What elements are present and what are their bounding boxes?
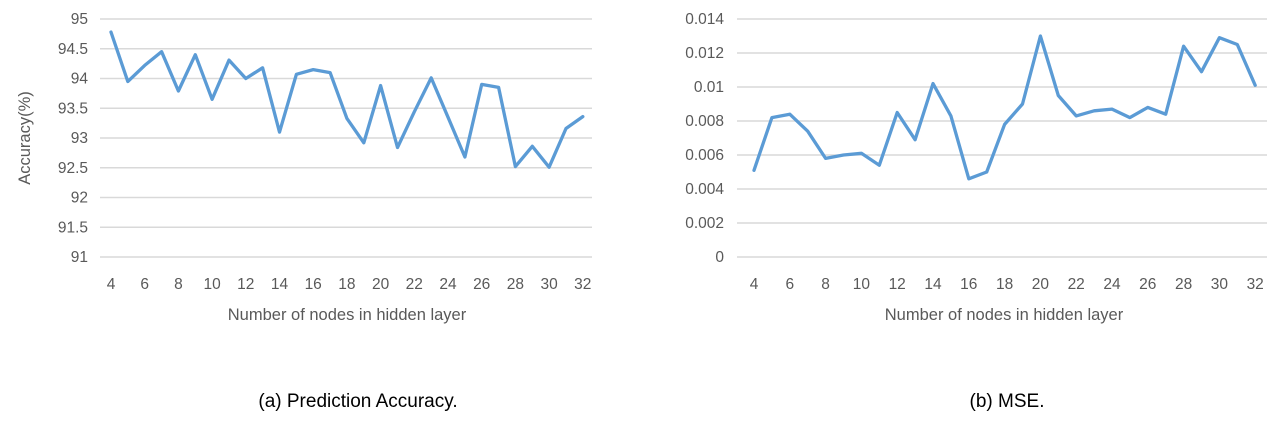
- x-tick-label: 4: [750, 276, 759, 293]
- x-tick-label: 16: [960, 276, 977, 293]
- y-tick-label: 0: [715, 249, 724, 266]
- y-tick-label: 91: [71, 249, 88, 266]
- mse-line: [752, 34, 1257, 181]
- x-axis-title: Number of nodes in hidden layer: [885, 306, 1124, 324]
- x-tick-label: 10: [203, 276, 221, 293]
- x-tick-label: 14: [271, 276, 289, 293]
- y-tick-label: 0.008: [685, 113, 724, 130]
- accuracy-line: [109, 30, 585, 169]
- x-tick-label: 20: [372, 276, 390, 293]
- x-tick-label: 12: [237, 276, 254, 293]
- x-tick-label: 18: [338, 276, 355, 293]
- y-tick-label: 0.006: [685, 147, 724, 164]
- x-tick-label: 8: [821, 276, 830, 293]
- x-tick-label: 26: [473, 276, 490, 293]
- x-tick-label: 32: [1247, 276, 1264, 293]
- y-tick-label: 93: [71, 130, 88, 147]
- caption-prediction-accuracy: (a) Prediction Accuracy.: [258, 391, 458, 412]
- y-tick-label: 0.014: [685, 11, 724, 28]
- x-tick-label: 4: [107, 276, 116, 293]
- x-tick-label: 18: [996, 276, 1013, 293]
- x-tick-label: 12: [889, 276, 906, 293]
- x-tick-label: 24: [1103, 276, 1121, 293]
- mse-chart: 0.014 0.012 0.01 0.008 0.006 0.004 0.002 0 4 6 8 10…: [685, 11, 1267, 324]
- y-tick-label: 0.01: [694, 79, 724, 96]
- x-tick-label: 6: [785, 276, 794, 293]
- caption-mse: (b) MSE.: [969, 391, 1045, 412]
- x-tick-label: 22: [1068, 276, 1085, 293]
- x-tick-label: 28: [507, 276, 524, 293]
- x-tick-label: 20: [1032, 276, 1050, 293]
- y-tick-label: 92.5: [58, 160, 88, 177]
- y-tick-label: 95: [71, 11, 88, 28]
- y-tick-label: 92: [71, 190, 88, 207]
- y-tick-label: 93.5: [58, 100, 88, 117]
- x-tick-label: 10: [853, 276, 871, 293]
- y-axis-title: Accuracy(%): [16, 91, 34, 185]
- x-tick-label: 24: [439, 276, 457, 293]
- y-tick-label: 0.002: [685, 215, 724, 232]
- y-tick-label: 0.004: [685, 181, 724, 198]
- x-tick-label: 32: [574, 276, 591, 293]
- x-tick-label: 6: [140, 276, 149, 293]
- accuracy-chart: 95 94.5 94 93.5 93 92.5 92 91.5 91 4 6 8 10 12 14 16 18 2…: [16, 11, 592, 324]
- y-tick-label: 94: [71, 71, 89, 88]
- y-tick-label: 0.012: [685, 45, 724, 62]
- x-tick-label: 16: [305, 276, 322, 293]
- x-tick-label: 14: [924, 276, 942, 293]
- x-tick-label: 28: [1175, 276, 1192, 293]
- x-tick-label: 8: [174, 276, 183, 293]
- x-tick-label: 22: [406, 276, 423, 293]
- x-tick-label: 30: [540, 276, 558, 293]
- x-tick-label: 26: [1139, 276, 1156, 293]
- x-axis-title: Number of nodes in hidden layer: [228, 306, 467, 324]
- y-tick-label: 91.5: [58, 219, 88, 236]
- x-tick-label: 30: [1211, 276, 1229, 293]
- y-tick-label: 94.5: [58, 41, 88, 58]
